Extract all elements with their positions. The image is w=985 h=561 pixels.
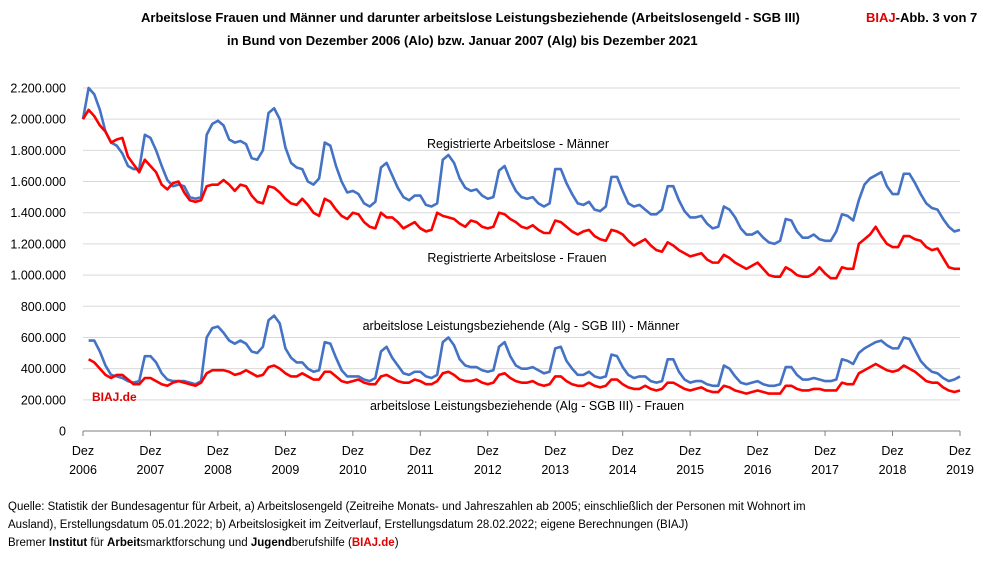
series-line-alg-women xyxy=(87,358,961,395)
source-note: Quelle: Statistik der Bundesagentur für … xyxy=(8,498,806,552)
source-part: ) xyxy=(394,537,399,549)
y-tick-label: 600.000 xyxy=(21,331,66,345)
x-tick-label-month: Dez xyxy=(274,444,296,458)
source-part: berufshilfe ( xyxy=(291,537,352,549)
x-tick-label-year: 2006 xyxy=(69,463,97,477)
x-tick-label-year: 2014 xyxy=(609,463,637,477)
source-link[interactable]: BIAJ.de xyxy=(351,537,395,549)
x-tick-label-year: 2010 xyxy=(339,463,367,477)
y-tick-label: 1.600.000 xyxy=(10,175,66,189)
y-tick-label: 400.000 xyxy=(21,362,66,376)
series-line-men xyxy=(81,86,961,246)
y-tick-label: 2.000.000 xyxy=(10,113,66,127)
x-tick-label-month: Dez xyxy=(612,444,634,458)
annotations: Registrierte Arbeitslose - Männer Registr… xyxy=(92,137,684,413)
source-part: für xyxy=(87,537,108,549)
source-line1: Quelle: Statistik der Bundesagentur für … xyxy=(8,501,806,513)
source-part: smarktforschung und xyxy=(140,537,251,549)
x-tick-label-month: Dez xyxy=(814,444,836,458)
y-tick-label: 1.200.000 xyxy=(10,237,66,251)
chart-badge: BIAJ-Abb. 3 von 7 xyxy=(866,10,977,25)
source-line2: Ausland), Erstellungsdatum 05.01.2022; b… xyxy=(8,519,689,531)
source-part: Institut xyxy=(48,537,88,549)
x-tick-label-year: 2011 xyxy=(407,463,434,477)
x-tick-label-month: Dez xyxy=(139,444,161,458)
x-tick-label-year: 2013 xyxy=(541,463,569,477)
x-axis-ticks: Dez 2006 Dez 2007 Dez 2008 Dez 2009 Dez 2010 Dez 20… xyxy=(69,431,974,477)
x-tick-label-month: Dez xyxy=(409,444,431,458)
x-tick-label-month: Dez xyxy=(72,444,94,458)
series-lines xyxy=(81,86,961,395)
x-tick-label-month: Dez xyxy=(342,444,364,458)
y-tick-label: 200.000 xyxy=(21,393,66,407)
y-tick-label: 0 xyxy=(59,425,66,439)
source-part: Arbeit xyxy=(107,537,141,549)
x-tick-label-year: 2008 xyxy=(204,463,232,477)
badge-brand: BIAJ xyxy=(866,10,896,25)
annotation-men: Registrierte Arbeitslose - Männer xyxy=(427,137,609,151)
x-tick-label-year: 2016 xyxy=(744,463,772,477)
y-tick-label: 800.000 xyxy=(21,300,66,314)
x-tick-label-month: Dez xyxy=(679,444,701,458)
series-line-women xyxy=(81,108,960,280)
annotation-alg-men: arbeitslose Leistungsbeziehende (Alg - S… xyxy=(363,319,680,333)
y-tick-label: 1.000.000 xyxy=(10,269,66,283)
x-tick-label-month: Dez xyxy=(207,444,229,458)
source-line3: Bremer Institut für Arbeitsmarktforschun… xyxy=(8,534,806,552)
watermark-biaj: BIAJ.de xyxy=(92,390,137,404)
x-tick-label-year: 2019 xyxy=(946,463,974,477)
y-tick-label: 1.800.000 xyxy=(10,144,66,158)
x-tick-label-year: 2018 xyxy=(879,463,907,477)
badge-suffix: -Abb. 3 von 7 xyxy=(895,10,978,25)
x-tick-label-year: 2012 xyxy=(474,463,502,477)
x-tick-label-month: Dez xyxy=(746,444,768,458)
x-tick-label-year: 2007 xyxy=(137,463,165,477)
series-line-alg-men xyxy=(88,314,961,388)
chart-title-line1: Arbeitslose Frauen und Männer und darunt… xyxy=(141,10,800,25)
x-tick-label-year: 2017 xyxy=(811,463,839,477)
source-part: Bremer xyxy=(8,537,49,549)
x-tick-label-year: 2015 xyxy=(676,463,704,477)
annotation-women: Registrierte Arbeitslose - Frauen xyxy=(427,251,606,265)
y-tick-label: 2.200.000 xyxy=(10,82,66,96)
source-part: Jugend xyxy=(250,537,292,549)
gridlines xyxy=(83,87,960,432)
y-tick-label: 1.400.000 xyxy=(10,206,66,220)
chart-title-line2: in Bund von Dezember 2006 (Alo) bzw. Jan… xyxy=(227,33,698,48)
annotation-alg-women: arbeitslose Leistungsbeziehende (Alg - S… xyxy=(370,399,684,413)
x-tick-label-month: Dez xyxy=(544,444,566,458)
x-tick-label-month: Dez xyxy=(477,444,499,458)
x-tick-label-month: Dez xyxy=(881,444,903,458)
x-tick-label-year: 2009 xyxy=(271,463,299,477)
y-axis-ticks: 0 200.000 400.000 600.000 800.000 1.000.000 1.… xyxy=(10,82,66,439)
x-tick-label-month: Dez xyxy=(949,444,971,458)
